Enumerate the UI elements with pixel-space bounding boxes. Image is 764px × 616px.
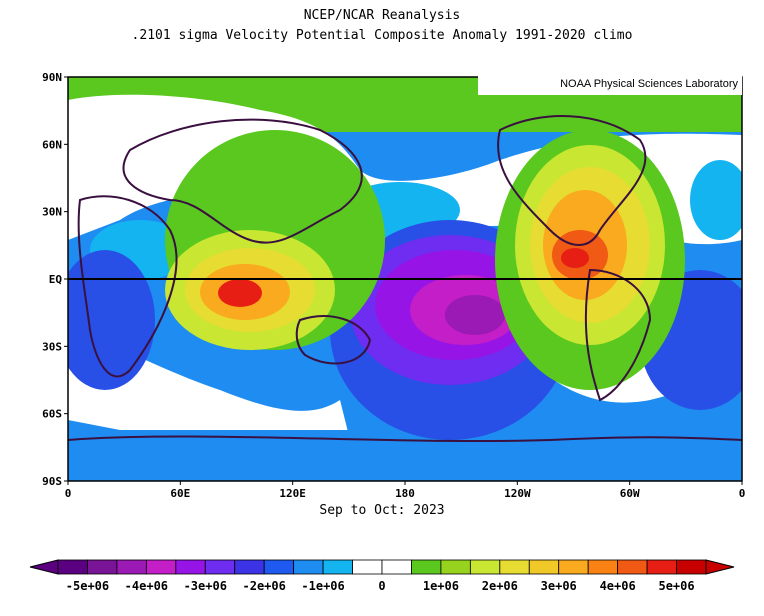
lat-label: 30S xyxy=(42,340,62,353)
lat-label: 60S xyxy=(42,408,62,421)
title-line-2: .2101 sigma Velocity Potential Composite… xyxy=(131,28,633,43)
colorbar-swatch xyxy=(263,559,295,575)
colorbar-swatch xyxy=(204,559,236,575)
colorbar-label: 2e+06 xyxy=(482,579,518,593)
colorbar-label: 4e+06 xyxy=(600,579,636,593)
coastlines xyxy=(68,115,742,443)
colorbar-swatch xyxy=(87,559,118,575)
southern-blue-band xyxy=(68,430,742,481)
colorbar-label: -4e+06 xyxy=(125,579,168,593)
colorbar-label: -3e+06 xyxy=(184,579,227,593)
light-blue-atlantic xyxy=(690,160,742,240)
colorbar-swatch xyxy=(676,559,707,575)
colorbar-swatch xyxy=(352,559,383,575)
lat-label: 90N xyxy=(42,71,62,84)
red-indian-core xyxy=(218,279,262,307)
colorbar-high-arrow xyxy=(705,559,735,575)
dark-blue-indian-west xyxy=(68,250,155,390)
colorbar-swatch xyxy=(293,559,324,575)
period-label: Sep to Oct: 2023 xyxy=(319,503,445,518)
antarctica-outline xyxy=(68,435,742,443)
colorbar-label: 1e+06 xyxy=(423,579,459,593)
colorbar-swatch xyxy=(381,559,412,575)
colorbar-label: 0 xyxy=(378,579,385,593)
colorbar-swatch xyxy=(499,559,530,575)
colorbar-swatch xyxy=(558,559,589,575)
colorbar xyxy=(29,559,735,575)
colorbar-swatch xyxy=(587,559,619,575)
credit-label: NOAA Physical Sciences Laboratory xyxy=(478,73,742,95)
colorbar-swatch xyxy=(528,559,560,575)
colorbar-swatch xyxy=(116,559,147,575)
colorbar-swatch xyxy=(57,559,88,575)
lon-label: 0 xyxy=(739,487,746,500)
colorbar-swatch xyxy=(440,559,471,575)
north-america-outline xyxy=(497,115,647,246)
lon-label: 60W xyxy=(620,487,640,500)
colorbar-label: -5e+06 xyxy=(66,579,109,593)
lat-label: EQ xyxy=(49,273,63,286)
lon-label: 0 xyxy=(65,487,72,500)
deep-purple-core xyxy=(445,295,505,335)
colorbar-swatch xyxy=(617,559,648,575)
latitude-axis: 90N 60N 30N EQ 30S 60S 90S xyxy=(42,71,68,488)
colorbar-label: -1e+06 xyxy=(301,579,344,593)
colorbar-label: 3e+06 xyxy=(541,579,577,593)
colorbar-swatch xyxy=(322,559,353,575)
title-line-1: NCEP/NCAR Reanalysis xyxy=(303,8,461,23)
eurasia-outline xyxy=(122,118,363,244)
colorbar-swatch xyxy=(175,559,206,575)
lat-label: 90S xyxy=(42,475,62,488)
lon-label: 120W xyxy=(504,487,531,500)
colorbar-label: -2e+06 xyxy=(243,579,286,593)
velocity-potential-field xyxy=(68,77,742,481)
colorbar-labels: -5e+06 -4e+06 -3e+06 -2e+06 -1e+06 0 1e+06 2e+0… xyxy=(66,579,695,593)
red-americas-core xyxy=(561,248,589,268)
south-america-outline xyxy=(584,268,652,402)
lon-label: 180 xyxy=(395,487,415,500)
lat-label: 30N xyxy=(42,206,62,219)
colorbar-low-arrow xyxy=(29,559,59,575)
colorbar-label: 5e+06 xyxy=(658,579,694,593)
africa-outline xyxy=(77,195,178,378)
australia-outline xyxy=(295,315,372,365)
colorbar-swatch xyxy=(234,559,265,575)
colorbar-swatch xyxy=(646,559,677,575)
colorbar-swatch xyxy=(469,559,501,575)
longitude-axis: 0 60E 120E 180 120W 60W 0 xyxy=(65,481,746,500)
colorbar-swatch xyxy=(145,559,177,575)
colorbar-swatch xyxy=(411,559,442,575)
lat-label: 60N xyxy=(42,138,62,151)
lon-label: 120E xyxy=(279,487,306,500)
lon-label: 60E xyxy=(170,487,190,500)
